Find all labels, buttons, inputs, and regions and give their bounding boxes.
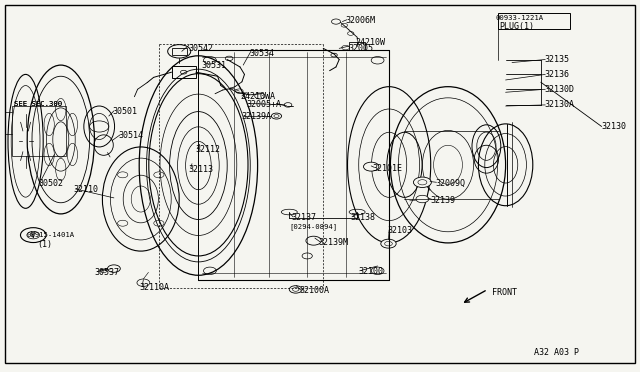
Text: 32112: 32112	[195, 145, 220, 154]
Text: (1): (1)	[37, 240, 52, 248]
Text: V: V	[31, 231, 36, 240]
Circle shape	[416, 195, 429, 203]
Text: 32103: 32103	[387, 226, 412, 235]
Circle shape	[284, 103, 292, 107]
Circle shape	[255, 93, 265, 99]
Text: [0294-0894]: [0294-0894]	[289, 223, 337, 230]
Circle shape	[302, 253, 312, 259]
Text: FRONT: FRONT	[492, 288, 516, 296]
Text: 24210W: 24210W	[355, 38, 385, 47]
Circle shape	[271, 113, 282, 119]
Text: 00933-1221A: 00933-1221A	[496, 15, 544, 21]
Text: 32110: 32110	[74, 185, 99, 194]
Text: 24210WA: 24210WA	[240, 92, 275, 101]
Circle shape	[137, 279, 150, 286]
Text: 32130D: 32130D	[544, 85, 574, 94]
Text: 32009Q: 32009Q	[435, 179, 465, 187]
Text: 32139A: 32139A	[241, 112, 271, 121]
Bar	[172, 66, 196, 78]
Circle shape	[108, 265, 120, 272]
Circle shape	[381, 239, 396, 248]
Text: 32139: 32139	[430, 196, 455, 205]
Text: 30542: 30542	[189, 44, 214, 53]
Text: 32135: 32135	[544, 55, 569, 64]
Text: 32110A: 32110A	[140, 283, 170, 292]
Circle shape	[332, 19, 340, 24]
Circle shape	[289, 286, 302, 293]
Text: 32006M: 32006M	[346, 16, 376, 25]
Text: 32130A: 32130A	[544, 100, 574, 109]
Text: 30534: 30534	[250, 49, 275, 58]
Text: 32101E: 32101E	[372, 164, 403, 173]
Circle shape	[306, 236, 321, 245]
Bar	[172, 48, 187, 55]
Circle shape	[364, 162, 379, 171]
Bar	[498, 13, 570, 29]
Text: 30537: 30537	[95, 268, 120, 277]
Text: 08915-1401A: 08915-1401A	[27, 232, 75, 238]
Text: 32113: 32113	[189, 165, 214, 174]
Circle shape	[413, 177, 431, 187]
Text: 32136: 32136	[544, 70, 569, 79]
Text: PLUG(1): PLUG(1)	[499, 22, 534, 31]
Text: 32138: 32138	[351, 213, 376, 222]
Text: 32100A: 32100A	[300, 286, 330, 295]
Text: 32100: 32100	[358, 267, 383, 276]
Text: A32 A03 P: A32 A03 P	[534, 348, 579, 357]
Text: 30514: 30514	[118, 131, 143, 140]
Text: 30501: 30501	[112, 107, 137, 116]
Text: 32005+A: 32005+A	[246, 100, 282, 109]
Text: 32130: 32130	[602, 122, 627, 131]
Text: 32005: 32005	[349, 44, 374, 53]
Text: 30531: 30531	[202, 61, 227, 70]
Text: SEE SEC.300: SEE SEC.300	[14, 101, 62, 107]
Text: SEE SEC.300: SEE SEC.300	[14, 101, 62, 107]
Text: 30502: 30502	[38, 179, 63, 187]
Bar	[12, 106, 66, 156]
Text: 32139M: 32139M	[318, 238, 348, 247]
Text: 32137: 32137	[292, 213, 317, 222]
Bar	[349, 42, 365, 50]
